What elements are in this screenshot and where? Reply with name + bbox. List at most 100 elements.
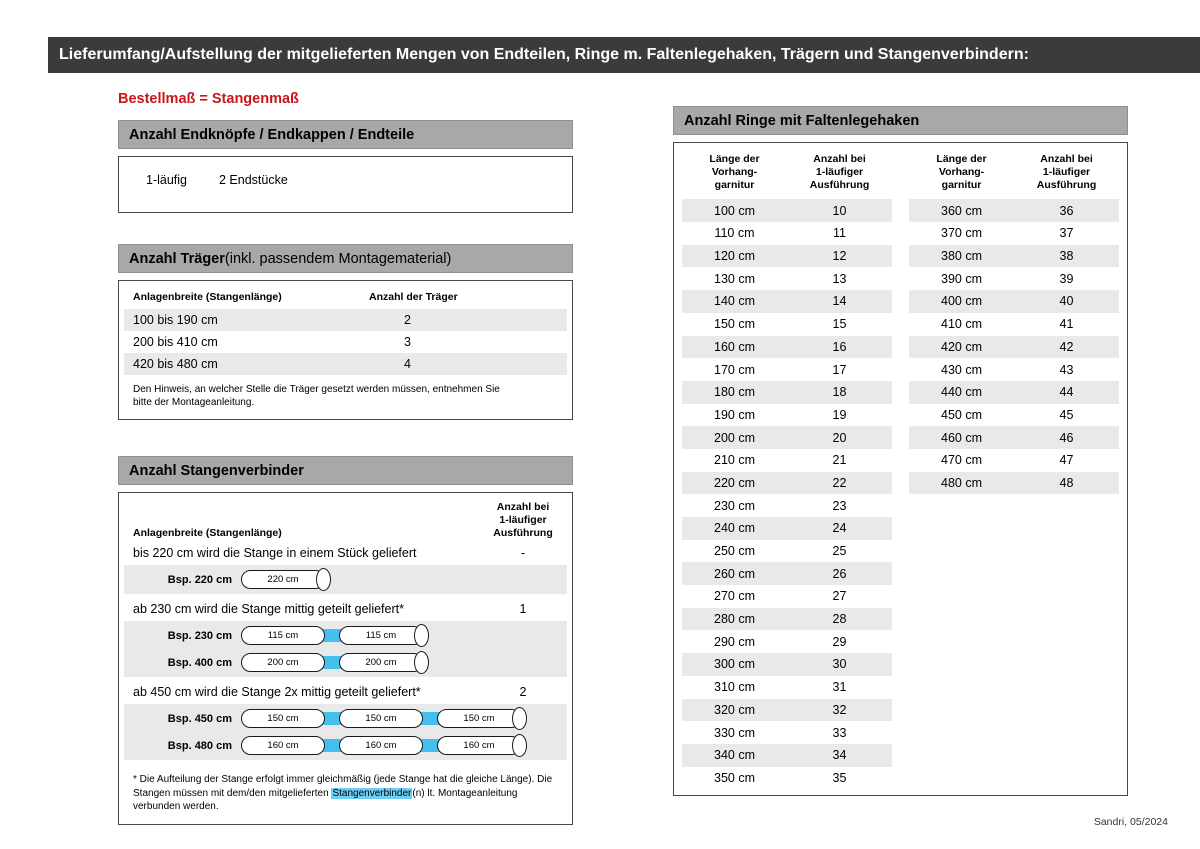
ring-count-cell: 39 xyxy=(1059,271,1074,286)
ring-row: 330 cm 33 xyxy=(682,721,892,744)
ringe-section-title: Anzahl Ringe mit Faltenlegehaken xyxy=(684,112,920,129)
ring-count-cell: 22 xyxy=(832,475,847,490)
ring-count-cell: 20 xyxy=(832,430,847,445)
endteile-section-title: Anzahl Endknöpfe / Endkappen / Endteile xyxy=(129,126,415,143)
ring-length-header-line: Länge der xyxy=(936,153,987,165)
rod-diagram: 115 cm 115 cm xyxy=(241,624,429,648)
rod-segment: 200 cm xyxy=(339,653,423,673)
verbinder-group-count: 2 xyxy=(519,685,527,700)
ring-length-cell: 220 cm xyxy=(714,475,755,490)
page-title: Lieferumfang/Aufstellung der mitgeliefer… xyxy=(59,46,1029,63)
ring-row: 170 cm 17 xyxy=(682,358,892,381)
traeger-box: Anlagenbreite (Stangenlänge) Anzahl der … xyxy=(118,280,573,420)
ring-length-cell: 360 cm xyxy=(941,203,982,218)
traeger-row: 200 bis 410 cm 3 xyxy=(124,331,567,353)
rod-diagram: 200 cm 200 cm xyxy=(241,651,429,675)
ring-row: 380 cm 38 xyxy=(909,244,1119,268)
verbinder-box: Anlagenbreite (Stangenlänge) Anzahl bei … xyxy=(118,492,573,825)
ring-count-cell: 27 xyxy=(832,589,847,604)
ring-row: 230 cm 23 xyxy=(682,494,892,517)
verbinder-group-desc-row: ab 450 cm wird die Stange 2x mittig gete… xyxy=(119,681,572,701)
ring-count-cell: 48 xyxy=(1059,475,1074,490)
ring-row: 400 cm 40 xyxy=(909,290,1119,313)
ring-length-cell: 180 cm xyxy=(714,385,755,400)
ring-row: 110 cm 11 xyxy=(682,222,892,245)
rod-segment: 220 cm xyxy=(241,570,325,590)
ring-length-cell: 320 cm xyxy=(714,702,755,717)
ring-count-header-line: Ausführung xyxy=(809,179,870,192)
verbinder-group: bis 220 cm wird die Stange in einem Stüc… xyxy=(119,542,572,595)
ring-length-cell: 100 cm xyxy=(714,203,755,218)
ring-row: 220 cm 22 xyxy=(682,471,892,495)
ring-count-cell: 25 xyxy=(832,544,847,559)
rod-diagram: 150 cm 150 cm 150 cm xyxy=(241,707,527,731)
ringe-section-header: Anzahl Ringe mit Faltenlegehaken xyxy=(673,106,1128,135)
ring-length-cell: 340 cm xyxy=(714,748,755,763)
ring-row: 200 cm 20 xyxy=(682,426,892,449)
ring-length-cell: 150 cm xyxy=(714,317,755,332)
traeger-col-count-header: Anzahl der Träger xyxy=(369,291,458,303)
rod-example-label: Bsp. 450 cm xyxy=(167,712,232,725)
ring-count-cell: 45 xyxy=(1059,407,1074,422)
verbinder-count-header: Anzahl bei 1-läufiger Ausführung xyxy=(484,501,562,540)
rod-example: Bsp. 400 cm 200 cm 200 cm xyxy=(124,649,567,676)
ring-count-cell: 32 xyxy=(832,702,847,717)
verbinder-count-header-line: Ausführung xyxy=(493,527,553,540)
ring-length-cell: 400 cm xyxy=(941,294,982,309)
stangenverbinder-highlight: Stangenverbinder xyxy=(331,787,413,799)
verbinder-group-desc-row: bis 220 cm wird die Stange in einem Stüc… xyxy=(119,542,572,562)
ring-row: 360 cm 36 xyxy=(909,199,1119,223)
rod-segment: 200 cm xyxy=(241,653,325,673)
endteile-run-type: 1-läufig xyxy=(146,173,187,187)
ring-row: 250 cm 25 xyxy=(682,540,892,563)
rod-segment: 150 cm xyxy=(437,709,521,729)
ring-length-cell: 130 cm xyxy=(714,271,755,286)
ring-row: 430 cm 43 xyxy=(909,358,1119,381)
ring-count-cell: 17 xyxy=(832,362,847,377)
ring-count-cell: 33 xyxy=(832,725,847,740)
ring-count-cell: 29 xyxy=(832,634,847,649)
traeger-table-rows: 100 bis 190 cm 2 200 bis 410 cm 3 420 bis 48… xyxy=(119,309,572,375)
traeger-section-header: Anzahl Träger (inkl. passendem Montagema… xyxy=(118,244,573,273)
ring-row: 310 cm 31 xyxy=(682,676,892,699)
verbinder-groups: bis 220 cm wird die Stange in einem Stüc… xyxy=(119,542,572,761)
rod-example: Bsp. 230 cm 115 cm 115 cm xyxy=(124,622,567,649)
ring-row: 210 cm 21 xyxy=(682,449,892,472)
ring-row: 240 cm 24 xyxy=(682,517,892,540)
ring-count-cell: 13 xyxy=(832,271,847,286)
rod-endcap xyxy=(414,624,429,648)
ring-count-cell: 26 xyxy=(832,566,847,581)
ring-row: 350 cm 35 xyxy=(682,767,892,790)
ring-row: 100 cm 10 xyxy=(682,199,892,223)
ring-row: 120 cm 12 xyxy=(682,244,892,268)
rod-diagram: 220 cm xyxy=(241,568,331,592)
ring-length-cell: 270 cm xyxy=(714,589,755,604)
ring-length-cell: 170 cm xyxy=(714,362,755,377)
verbinder-group: ab 230 cm wird die Stange mittig geteilt… xyxy=(119,598,572,678)
ring-count-header: Anzahl bei 1-läufiger Ausführung xyxy=(787,153,892,192)
ring-count-cell: 11 xyxy=(833,226,846,241)
traeger-section-title: Anzahl Träger xyxy=(129,250,225,267)
ring-row: 320 cm 32 xyxy=(682,698,892,722)
rod-segment: 150 cm xyxy=(241,709,325,729)
traeger-range-cell: 100 bis 190 cm xyxy=(133,313,218,327)
ring-count-cell: 44 xyxy=(1059,385,1074,400)
rod-endcap xyxy=(316,568,331,592)
ring-count-cell: 30 xyxy=(832,657,847,672)
ring-row: 370 cm 37 xyxy=(909,222,1119,245)
ring-length-cell: 370 cm xyxy=(941,226,982,241)
ring-length-header-line: Länge der xyxy=(709,153,760,165)
verbinder-count-header-line: Anzahl bei xyxy=(496,501,550,513)
rod-example: Bsp. 220 cm 220 cm xyxy=(124,566,567,593)
ring-box: Länge der Vorhang-garnitur Anzahl bei 1-läu… xyxy=(673,142,1128,796)
ring-row: 340 cm 34 xyxy=(682,743,892,767)
ring-length-cell: 430 cm xyxy=(941,362,982,377)
rod-endcap xyxy=(414,651,429,675)
ring-length-cell: 480 cm xyxy=(941,475,982,490)
ring-length-cell: 460 cm xyxy=(941,430,982,445)
ring-length-cell: 300 cm xyxy=(714,657,755,672)
rod-example: Bsp. 480 cm 160 cm 160 cm 160 cm xyxy=(124,732,567,759)
ring-length-cell: 330 cm xyxy=(714,725,755,740)
verbinder-group-desc: ab 450 cm wird die Stange 2x mittig gete… xyxy=(133,685,421,700)
right-column: Anzahl Ringe mit Faltenlegehaken Länge d… xyxy=(673,106,1128,796)
